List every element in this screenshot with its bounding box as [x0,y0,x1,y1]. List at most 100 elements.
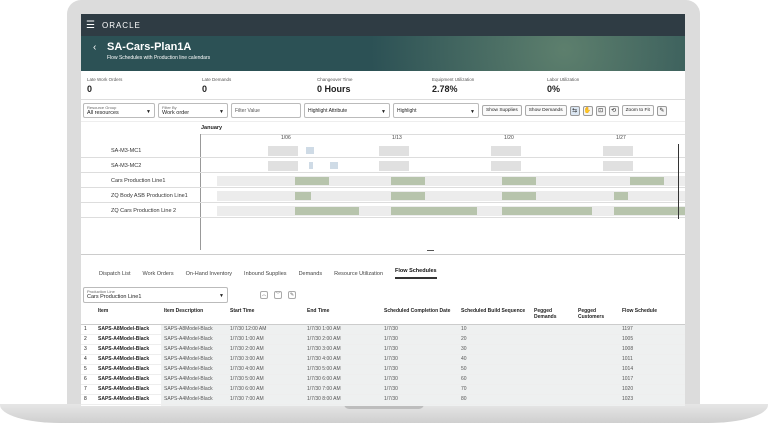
gantt-row[interactable]: ZQ Body ASB Production Line1 [81,189,685,203]
filter-by-select[interactable]: Filter By Work order ▼ [158,103,228,118]
gantt-task-bar[interactable] [614,192,628,200]
splitter-handle[interactable] [427,250,434,251]
resource-group-select[interactable]: Resource Group All resources ▼ [83,103,155,118]
move-down-icon[interactable]: ﹀ [274,291,282,299]
table-cell[interactable]: 1/7/30 [381,354,458,365]
row-number[interactable]: 8 [81,394,95,405]
table-row[interactable]: 8 SAPS-A4Model-Black SAPS-A4Model-Black 1/7… [81,394,685,405]
table-cell[interactable] [575,394,619,405]
tab-inbound-supplies[interactable]: Inbound Supplies [244,270,287,277]
table-cell[interactable]: SAPS-A4Model-Black [161,384,227,395]
table-cell[interactable]: 1/7/30 [381,384,458,395]
table-cell[interactable]: 1008 [619,344,685,355]
table-cell[interactable]: SAPS-A4Model-Black [161,374,227,385]
table-row[interactable]: 2 SAPS-A4Model-Black SAPS-A4Model-Black 1/7… [81,334,685,345]
filter-value-input[interactable]: Filter Value [231,103,301,118]
tab-resource-utilization[interactable]: Resource Utilization [334,270,384,277]
table-cell[interactable]: 1/7/30 [381,404,458,406]
gantt-task-bar[interactable] [502,177,536,185]
column-header[interactable]: Scheduled Completion Date [381,306,458,325]
row-number[interactable]: 3 [81,344,95,355]
table-cell[interactable]: 1/7/30 [381,334,458,345]
table-row[interactable]: 6 SAPS-A4Model-Black SAPS-A4Model-Black 1/7… [81,374,685,385]
gantt-task-bar[interactable] [630,177,664,185]
table-cell[interactable]: SAPS-A4Model-Black [161,334,227,345]
table-cell[interactable]: SAPS-A4Model-Black [161,344,227,355]
edit-icon[interactable]: ✎ [288,291,296,299]
table-cell[interactable]: 1020 [619,384,685,395]
table-cell[interactable] [575,384,619,395]
table-cell[interactable]: 1/7/30 8:00 AM [227,404,304,406]
table-cell[interactable]: SAPS-A4Model-Black [161,394,227,405]
tab-demands[interactable]: Demands [298,270,323,277]
row-number[interactable]: 7 [81,384,95,395]
metric-changeover-time[interactable]: Changeover Time 0 Hours [317,71,432,99]
table-row[interactable]: 5 SAPS-A4Model-Black SAPS-A4Model-Black 1/7… [81,364,685,375]
row-number[interactable]: 2 [81,334,95,345]
gantt-task-bar[interactable] [502,207,592,215]
table-cell[interactable] [575,344,619,355]
tab-on-hand-inventory[interactable]: On-Hand Inventory [185,270,233,277]
zoom-tool-icon[interactable]: ⊡ [595,105,606,116]
table-cell[interactable]: 1/7/30 3:00 AM [304,344,381,355]
gantt-task-bar[interactable] [309,162,313,169]
table-cell[interactable]: 1/7/30 2:00 AM [304,334,381,345]
highlight-attribute-select[interactable]: Highlight Attribute ▼ [304,103,390,118]
highlight-select[interactable]: Highlight ▼ [393,103,479,118]
table-cell[interactable] [531,404,575,406]
table-cell[interactable]: 1197 [619,324,685,335]
table-cell[interactable]: 30 [458,344,531,355]
table-cell[interactable]: 1/7/30 [381,394,458,405]
table-cell[interactable] [531,324,575,335]
table-cell[interactable]: 1026 [619,404,685,406]
gantt-row[interactable]: SA-M3-MC2 [81,159,685,173]
gantt-task-bar[interactable] [330,162,338,169]
table-row[interactable]: 7 SAPS-A4Model-Black SAPS-A4Model-Black 1/7… [81,384,685,395]
tab-dispatch-list[interactable]: Dispatch List [99,270,131,277]
table-cell[interactable]: 1023 [619,394,685,405]
column-header[interactable]: Start Time [227,306,304,325]
table-cell[interactable] [575,324,619,335]
table-cell[interactable]: SAPS-A8Model-Black [95,324,161,335]
metric-late-demands[interactable]: Late Demands 0 [202,71,317,99]
table-cell[interactable]: 10 [458,324,531,335]
table-cell[interactable] [531,374,575,385]
table-cell[interactable] [575,334,619,345]
show-supplies-button[interactable]: Show Supplies [482,105,522,116]
table-cell[interactable]: 1011 [619,354,685,365]
table-cell[interactable]: SAPS-A4Model-Black [161,404,227,406]
table-cell[interactable]: SAPS-A4Model-Black [95,334,161,345]
gantt-task-bar[interactable] [295,207,359,215]
table-cell[interactable] [531,354,575,365]
table-cell[interactable]: 1/7/30 5:00 AM [304,364,381,375]
select-tool-icon[interactable]: ⇆ [569,105,580,116]
table-cell[interactable]: SAPS-A4Model-Black [95,394,161,405]
back-chevron-icon[interactable]: ‹ [93,42,97,53]
table-cell[interactable]: 70 [458,384,531,395]
table-cell[interactable]: 1/7/30 4:00 AM [304,354,381,365]
table-cell[interactable]: 90 [458,404,531,406]
table-cell[interactable]: 50 [458,364,531,375]
table-row[interactable]: 9SAPS-A4Model-BlackSAPS-A4Model-Black1/7… [81,404,685,406]
table-cell[interactable] [531,364,575,375]
table-cell[interactable]: 20 [458,334,531,345]
row-number[interactable]: 4 [81,354,95,365]
table-cell[interactable]: 1017 [619,374,685,385]
metric-late-work-orders[interactable]: Late Work Orders 0 [87,71,202,99]
gantt-chart[interactable]: January 1/06 1/13 1/20 1/27 SA-M3-MC1 SA… [81,122,685,255]
gantt-row[interactable]: SA-M3-MC1 [81,144,685,158]
row-number[interactable]: 1 [81,324,95,335]
column-header[interactable]: Item [95,306,161,325]
table-cell[interactable]: SAPS-A4Model-Black [95,374,161,385]
gantt-task-bar[interactable] [295,192,311,200]
table-cell[interactable]: 1/7/30 [381,374,458,385]
gantt-task-bar[interactable] [614,207,685,215]
table-cell[interactable]: SAPS-A4Model-Black [95,354,161,365]
reset-tool-icon[interactable]: ⟲ [608,105,619,116]
table-cell[interactable] [531,384,575,395]
table-cell[interactable] [575,404,619,406]
table-cell[interactable]: SAPS-A4Model-Black [161,354,227,365]
table-cell[interactable]: 1/7/30 9:00 AM [304,404,381,406]
table-cell[interactable]: 1014 [619,364,685,375]
table-cell[interactable]: 40 [458,354,531,365]
